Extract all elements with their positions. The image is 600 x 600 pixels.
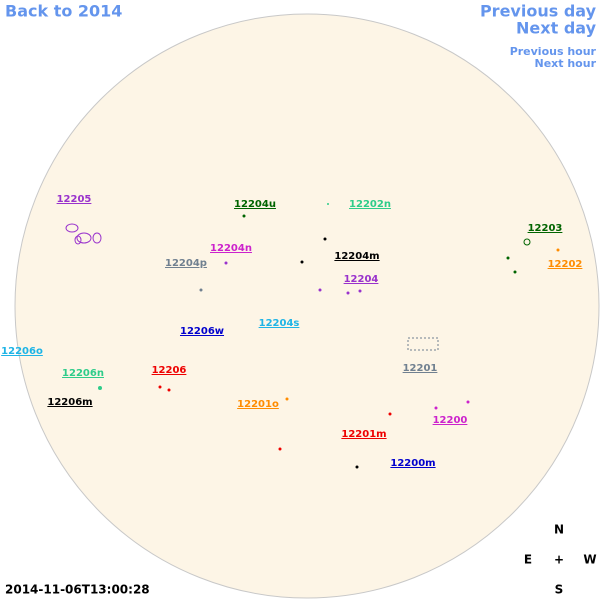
spot — [158, 385, 162, 389]
timestamp: 2014-11-06T13:00:28 — [5, 583, 150, 597]
spot — [355, 465, 359, 469]
spot — [358, 289, 362, 293]
spot — [242, 214, 246, 218]
region-label[interactable]: 12204n — [210, 243, 252, 254]
spots — [65, 203, 560, 469]
region-label[interactable]: 12202 — [548, 259, 583, 270]
spot — [513, 270, 517, 274]
spot-contour — [523, 238, 531, 246]
spot — [300, 260, 304, 264]
region-label[interactable]: 12203 — [528, 223, 563, 234]
spot — [388, 412, 392, 416]
solar-disk — [14, 13, 600, 599]
region-label[interactable]: 12206w — [180, 326, 224, 337]
spot — [278, 447, 282, 451]
compass-east: E — [524, 553, 532, 567]
spot — [167, 388, 171, 392]
region-labels: 12205 12204u 12202n 12203 12204n 12204m 12204p… — [1, 194, 582, 469]
spot — [323, 237, 327, 241]
compass-north: N — [554, 523, 564, 537]
spot — [466, 400, 470, 404]
region-label[interactable]: 12201o — [237, 399, 279, 410]
spot — [327, 203, 329, 205]
spot-contour — [65, 223, 79, 233]
spot — [506, 256, 510, 260]
spot-contour — [92, 232, 102, 244]
spot — [346, 291, 350, 295]
spot — [434, 406, 438, 410]
region-label[interactable]: 12200 — [433, 415, 468, 426]
back-link[interactable]: Back to 2014 — [5, 2, 122, 21]
region-label[interactable]: 12204m — [334, 251, 379, 262]
next-hour-link[interactable]: Next hour — [535, 57, 597, 70]
spot-contour — [74, 235, 82, 245]
region-label[interactable]: 12200m — [390, 458, 435, 469]
region-label[interactable]: 12206n — [62, 368, 104, 379]
next-day-link[interactable]: Next day — [516, 19, 597, 38]
spot — [224, 261, 228, 265]
previous-day-link[interactable]: Previous day — [480, 2, 597, 21]
spot — [199, 288, 203, 292]
compass-west: W — [583, 553, 596, 567]
region-label[interactable]: 12206 — [152, 365, 187, 376]
region-label[interactable]: 12206o — [1, 346, 43, 357]
previous-hour-link[interactable]: Previous hour — [510, 45, 597, 58]
region-label[interactable]: 12204u — [234, 199, 276, 210]
compass-south: S — [555, 583, 564, 597]
spot-contour — [76, 232, 92, 244]
spot — [285, 397, 289, 401]
region-label[interactable]: 12206m — [47, 397, 92, 408]
region-label[interactable]: 12201m — [341, 429, 386, 440]
spot — [556, 248, 560, 252]
spot — [98, 386, 102, 390]
region-label[interactable]: 12205 — [57, 194, 92, 205]
region-label[interactable]: 12204s — [259, 318, 300, 329]
compass-center: + — [554, 553, 564, 567]
region-label[interactable]: 12202n — [349, 199, 391, 210]
spot — [318, 288, 322, 292]
region-label[interactable]: 12201 — [403, 363, 438, 374]
region-label[interactable]: 12204 — [344, 274, 379, 285]
region-label[interactable]: 12204p — [165, 258, 207, 269]
spot-contour — [407, 337, 439, 351]
